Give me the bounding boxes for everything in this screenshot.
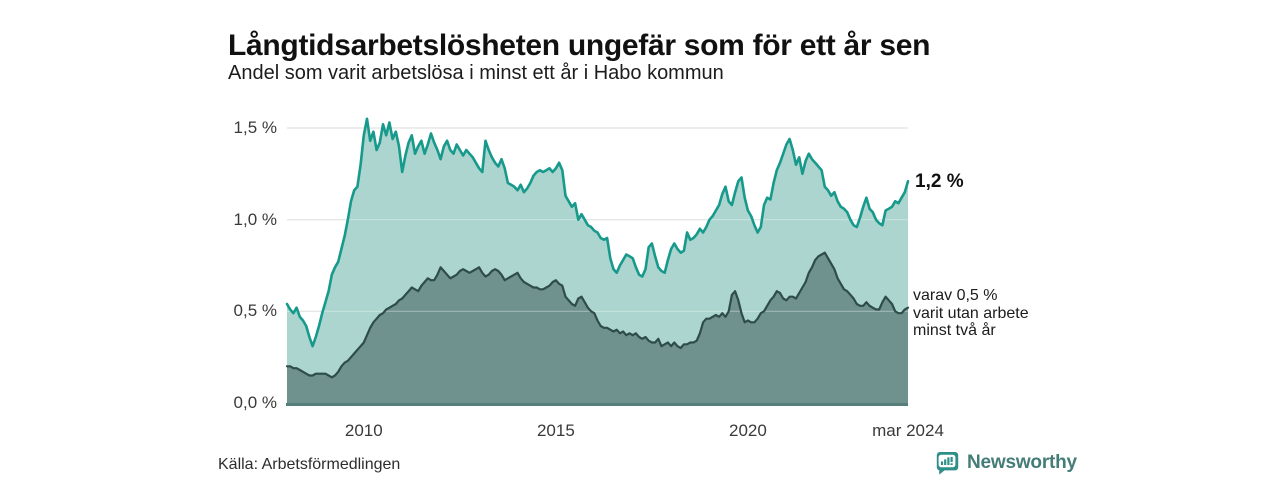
line-two-year [285, 251, 910, 379]
y-tick-label: 1,5 % [233, 118, 277, 137]
newsworthy-logo: Newsworthy [934, 450, 1077, 476]
area-two-year-fill [287, 252, 908, 403]
two-year-note-line: minst två år [913, 322, 996, 339]
x-tick-label: 2010 [344, 421, 383, 440]
x-tick-label: 2020 [729, 421, 767, 440]
x-tick-label: mar 2024 [872, 421, 944, 440]
two-year-note-line: varit utan arbete [913, 304, 1029, 322]
newsworthy-wordmark: Newsworthy [967, 452, 1077, 473]
line-total [285, 117, 910, 348]
two-year-note-line: varav 0,5 % [913, 287, 998, 304]
latest-value-label: 1,2 % [915, 171, 964, 192]
two-year-note: varav 0,5 % varit utan arbete minst två … [913, 287, 1029, 340]
page-subtitle: Andel som varit arbetslösa i minst ett å… [228, 62, 724, 84]
y-tick-label: 0,0 % [233, 393, 277, 412]
page-title: Långtidsarbetslösheten ungefär som för e… [228, 29, 931, 63]
y-tick-label: 1,0 % [233, 209, 277, 229]
newsworthy-icon [936, 452, 959, 475]
y-tick-label: 0,5 % [233, 301, 277, 321]
source-text: Källa: Arbetsförmedlingen [218, 456, 401, 473]
x-tick-label: 2015 [536, 421, 575, 440]
